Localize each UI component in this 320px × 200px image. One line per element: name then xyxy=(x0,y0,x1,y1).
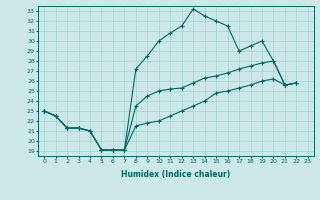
X-axis label: Humidex (Indice chaleur): Humidex (Indice chaleur) xyxy=(121,170,231,179)
